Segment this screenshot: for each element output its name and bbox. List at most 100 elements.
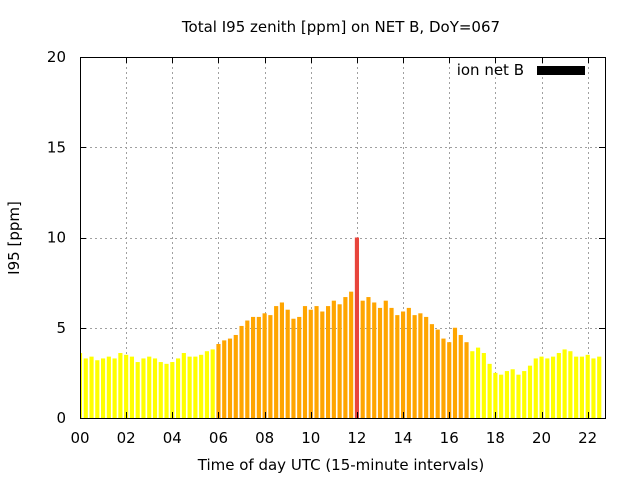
bar xyxy=(395,315,400,418)
bar xyxy=(464,342,469,418)
bar xyxy=(256,316,261,418)
x-tick-label: 10 xyxy=(301,429,320,447)
bar xyxy=(158,362,163,418)
chart-title: Total I95 zenith [ppm] on NET B, DoY=067 xyxy=(181,18,500,36)
bar xyxy=(80,353,83,418)
bar xyxy=(343,297,348,418)
bar xyxy=(470,351,475,418)
x-tick-label: 18 xyxy=(486,429,505,447)
x-tick-label: 14 xyxy=(394,429,413,447)
bar xyxy=(291,318,296,418)
y-tick-label: 10 xyxy=(47,229,66,247)
bar xyxy=(152,358,158,418)
bar xyxy=(551,356,556,418)
bar xyxy=(401,311,406,418)
bars xyxy=(80,237,602,418)
y-axis-label: I95 [ppm] xyxy=(5,201,23,275)
bar xyxy=(349,291,354,418)
bar xyxy=(452,327,458,418)
x-tick-label: 16 xyxy=(440,429,459,447)
bar xyxy=(377,307,383,418)
bar xyxy=(476,347,481,418)
ticks xyxy=(80,57,605,419)
bar xyxy=(527,365,533,418)
bar xyxy=(187,356,192,418)
x-tick-label: 02 xyxy=(117,429,136,447)
bar xyxy=(129,356,134,418)
bar xyxy=(412,315,417,418)
bar xyxy=(326,306,331,418)
bar xyxy=(579,356,584,418)
bar xyxy=(297,316,302,418)
bar xyxy=(245,320,250,418)
bar xyxy=(360,300,365,418)
bar xyxy=(193,356,198,418)
bar xyxy=(389,307,394,418)
bar xyxy=(331,300,336,418)
y-tick-label: 0 xyxy=(56,409,66,427)
bar xyxy=(274,306,279,418)
bar xyxy=(499,374,504,418)
bar xyxy=(320,311,325,418)
bar xyxy=(222,340,227,418)
bar xyxy=(181,353,186,418)
bar xyxy=(372,302,377,418)
x-tick-label: 06 xyxy=(209,429,228,447)
x-tick-label: 08 xyxy=(255,429,274,447)
bar xyxy=(210,349,215,418)
bar xyxy=(199,354,204,418)
bar xyxy=(597,356,602,418)
bar xyxy=(101,358,106,418)
bar xyxy=(164,363,169,418)
bar xyxy=(204,351,209,418)
bar xyxy=(522,371,527,418)
x-tick-label: 20 xyxy=(532,429,551,447)
bar xyxy=(429,324,434,418)
bar xyxy=(406,307,411,418)
bar xyxy=(366,297,371,418)
x-tick-label: 04 xyxy=(163,429,182,447)
bar xyxy=(510,369,515,418)
bar xyxy=(262,313,267,418)
bar xyxy=(141,358,146,418)
bar xyxy=(574,356,579,418)
bar xyxy=(539,356,544,418)
bar xyxy=(124,354,129,418)
bar xyxy=(493,372,498,418)
bar xyxy=(95,360,100,418)
bar xyxy=(447,342,452,418)
bar xyxy=(568,351,573,418)
bar xyxy=(533,358,538,418)
x-tick-label: 22 xyxy=(578,429,597,447)
bar xyxy=(556,353,561,418)
bar xyxy=(441,338,446,418)
bar xyxy=(314,306,319,418)
bar xyxy=(227,338,233,418)
y-tick-label: 15 xyxy=(47,138,66,156)
y-tick-label: 5 xyxy=(56,319,66,337)
bar xyxy=(458,334,463,418)
bar xyxy=(89,356,94,418)
bar xyxy=(481,353,486,418)
bar xyxy=(562,349,567,418)
bar xyxy=(308,309,313,418)
bar xyxy=(383,300,388,418)
bar xyxy=(487,363,492,418)
bar xyxy=(354,237,359,418)
bar xyxy=(106,356,111,418)
bar xyxy=(216,343,221,418)
bar xyxy=(118,353,123,418)
bar xyxy=(170,362,175,418)
bar xyxy=(112,358,117,418)
legend-label: ion net B xyxy=(457,61,524,79)
bar xyxy=(591,358,596,418)
bar xyxy=(516,374,521,418)
bar xyxy=(135,362,140,418)
bar xyxy=(585,354,590,418)
bar xyxy=(239,325,244,418)
x-tick-label: 12 xyxy=(347,429,366,447)
bar xyxy=(233,334,238,418)
bar xyxy=(302,306,308,418)
bar xyxy=(504,371,509,418)
